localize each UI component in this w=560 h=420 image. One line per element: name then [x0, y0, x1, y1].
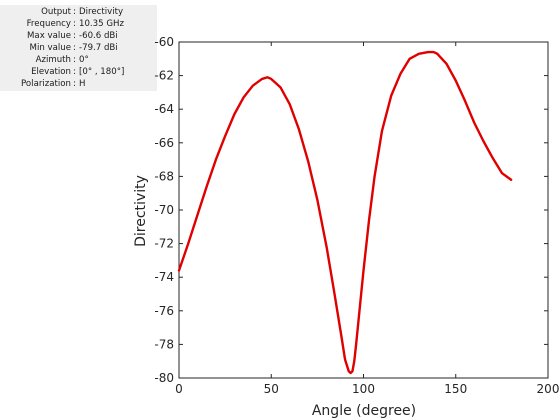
- info-value-azimuth: 0°: [79, 55, 89, 65]
- info-value-polarization: H: [79, 79, 86, 89]
- info-row-max-value: Max value : -60.6 dBi: [0, 30, 157, 42]
- y-tick-label: -68: [154, 169, 174, 183]
- info-separator: :: [73, 67, 76, 77]
- y-tick-label: -64: [154, 102, 174, 116]
- info-separator: :: [73, 7, 76, 17]
- info-row-azimuth: Azimuth : 0°: [0, 54, 157, 66]
- y-tick-label: -78: [154, 337, 174, 351]
- info-row-polarization: Polarization : H: [0, 78, 157, 90]
- info-label-max-value: Max value: [27, 31, 71, 41]
- series-layer: [177, 50, 513, 375]
- info-row-min-value: Min value : -79.7 dBi: [0, 42, 157, 54]
- x-tick-label: 100: [352, 382, 375, 396]
- x-axis-label: Angle (degree): [312, 403, 416, 419]
- info-separator: :: [73, 43, 76, 53]
- y-tick-label: -72: [154, 237, 174, 251]
- info-row-output: Output : Directivity: [0, 6, 157, 18]
- x-tick-label: 0: [175, 382, 183, 396]
- y-tick-label: -60: [154, 35, 174, 49]
- info-label-output: Output: [41, 7, 71, 17]
- y-axis-label: Directivity: [133, 175, 149, 247]
- info-label-elevation: Elevation: [31, 67, 71, 77]
- y-tick-label: -66: [154, 136, 174, 150]
- info-label-azimuth: Azimuth: [35, 55, 71, 65]
- y-tick-label: -80: [154, 371, 174, 385]
- ticks-layer: 0 50 100 150 200 -60 -62 -64 -66 -68 -70 -72 -74 -76 -…: [154, 35, 559, 396]
- y-tick-label: -70: [154, 203, 174, 217]
- info-row-frequency: Frequency : 10.35 GHz: [0, 18, 157, 30]
- y-tick-label: -74: [154, 270, 174, 284]
- info-separator: :: [73, 79, 76, 89]
- x-tick-label: 200: [537, 382, 560, 396]
- info-label-min-value: Min value: [29, 43, 71, 53]
- axes-layer: [178, 41, 549, 379]
- info-label-frequency: Frequency: [26, 19, 71, 29]
- info-value-max-value: -60.6 dBi: [79, 31, 118, 41]
- info-value-elevation: [0° , 180°]: [79, 67, 125, 77]
- series-line-0: [177, 50, 513, 375]
- info-separator: :: [73, 55, 76, 65]
- info-separator: :: [73, 31, 76, 41]
- info-panel: Output : Directivity Frequency : 10.35 G…: [0, 5, 157, 91]
- plot-area-frame: [178, 41, 549, 379]
- info-separator: :: [73, 19, 76, 29]
- y-tick-label: -76: [154, 304, 174, 318]
- info-value-output: Directivity: [79, 7, 124, 17]
- info-value-min-value: -79.7 dBi: [79, 43, 118, 53]
- y-tick-label: -62: [154, 69, 174, 83]
- info-row-elevation: Elevation : [0° , 180°]: [0, 66, 157, 78]
- info-value-frequency: 10.35 GHz: [79, 19, 124, 29]
- info-label-polarization: Polarization: [21, 79, 71, 89]
- x-tick-label: 150: [444, 382, 467, 396]
- x-tick-label: 50: [264, 382, 279, 396]
